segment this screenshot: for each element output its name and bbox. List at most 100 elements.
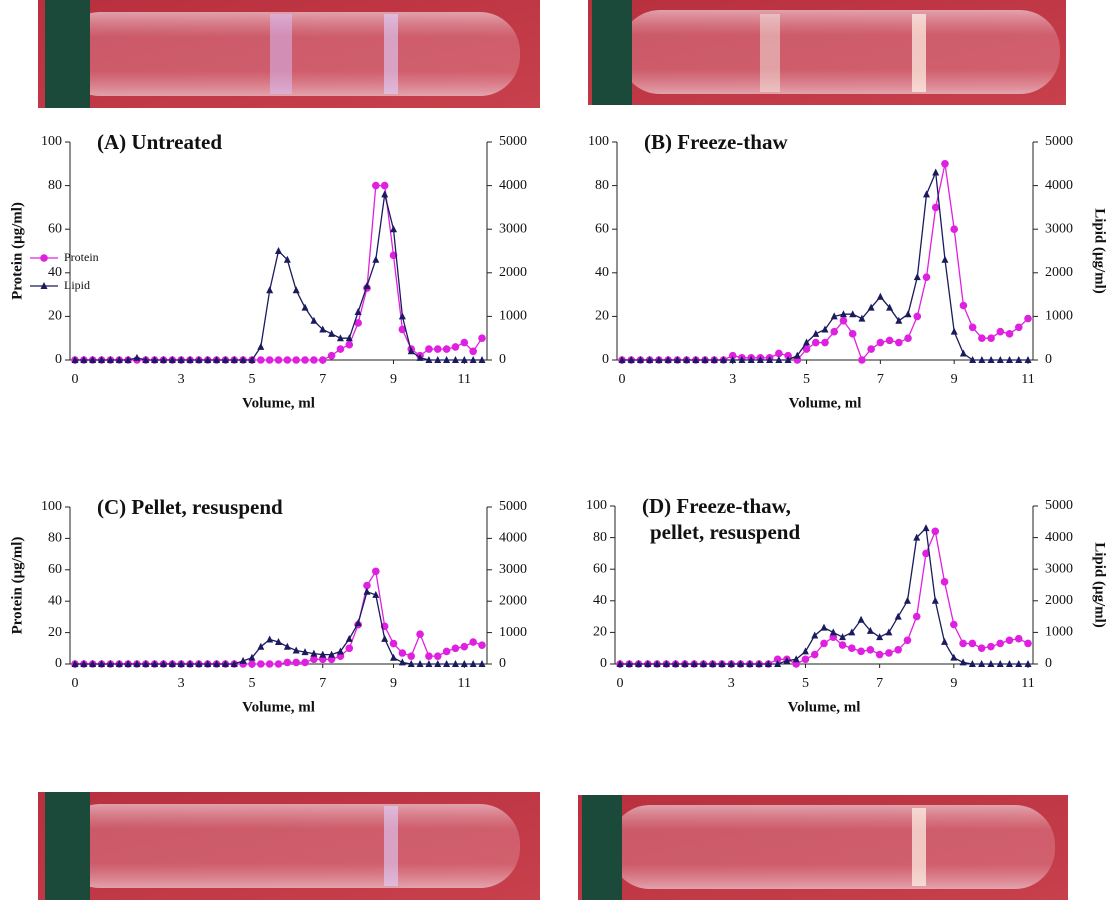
point [248,356,256,363]
point [950,327,958,335]
point [195,356,203,363]
photo-d [578,795,1068,900]
point [115,356,123,363]
legend-marker [40,254,48,262]
point [265,356,274,364]
y-tick-label: 80 [48,178,62,193]
point [857,615,865,623]
x-tick-label: 7 [877,372,884,387]
point [932,168,940,176]
y-tick-label: 100 [41,499,62,514]
y-tick-label: 20 [48,309,62,324]
point [913,312,922,321]
point [168,356,176,363]
point [950,653,958,661]
point [784,356,792,363]
point [784,351,792,360]
point [848,644,856,652]
point [978,334,986,343]
point [969,356,977,363]
point [913,533,921,541]
point [195,660,203,667]
legend-label: Protein [64,250,99,264]
point [912,612,921,621]
point [775,356,783,363]
point [683,356,691,363]
y-tick-label: 80 [593,530,607,545]
point [98,356,106,363]
legend-label: Lipid [64,278,90,292]
point [372,567,380,576]
point [390,653,398,661]
point [318,356,327,364]
point [931,596,939,604]
point [941,160,949,168]
x-tick-label: 11 [458,372,471,387]
point [727,660,735,667]
point [783,656,791,664]
y2-tick-label: 2000 [499,593,527,608]
y-tick-label: 40 [48,593,62,608]
point [416,630,424,638]
x-tick-label: 7 [876,676,883,691]
point [867,345,875,353]
point [310,655,318,664]
point [425,356,433,363]
point [839,310,847,318]
x-tick-label: 3 [178,372,185,387]
point [301,648,309,656]
y2-tick-label: 4000 [499,531,527,546]
point [876,633,884,641]
point [1005,330,1014,338]
point [372,255,380,263]
point [792,655,800,663]
point [820,639,828,648]
point [451,343,460,351]
point [625,660,633,667]
point [257,356,265,364]
point [239,656,247,664]
point [709,660,717,667]
point [372,590,380,598]
y-tick-label: 0 [55,656,62,671]
chart-title: (A) Untreated [97,130,222,154]
point [904,310,912,318]
series-line [75,569,483,665]
point [133,660,141,667]
x-axis-label: Volume, ml [788,699,861,715]
point [283,255,291,263]
point [460,356,468,363]
y-tick-label: 100 [586,498,607,513]
point [720,356,727,363]
point [460,660,468,667]
y-axis-label: Protein (μg/ml) [9,202,25,300]
series-line [75,590,482,665]
point [1024,314,1032,323]
chart-title: (B) Freeze-thaw [644,130,788,154]
point [398,325,407,334]
point [681,660,689,667]
point [433,345,442,353]
point [230,660,238,667]
x-tick-label: 5 [803,372,810,387]
point [142,356,150,363]
point [803,338,811,346]
point [922,273,931,281]
y2-tick-label: 5000 [1045,498,1073,513]
point [221,660,229,667]
point [821,325,829,333]
point [71,660,79,667]
point [257,342,265,350]
point [469,638,477,646]
y2-tick-label: 2000 [1045,265,1073,280]
point [469,660,477,667]
point [425,660,433,667]
y2-tick-label: 4000 [1045,178,1073,193]
point [616,660,624,667]
point [653,660,661,667]
point [266,286,274,294]
point [886,303,894,311]
point [442,345,451,353]
point [941,255,949,263]
point [746,660,754,667]
